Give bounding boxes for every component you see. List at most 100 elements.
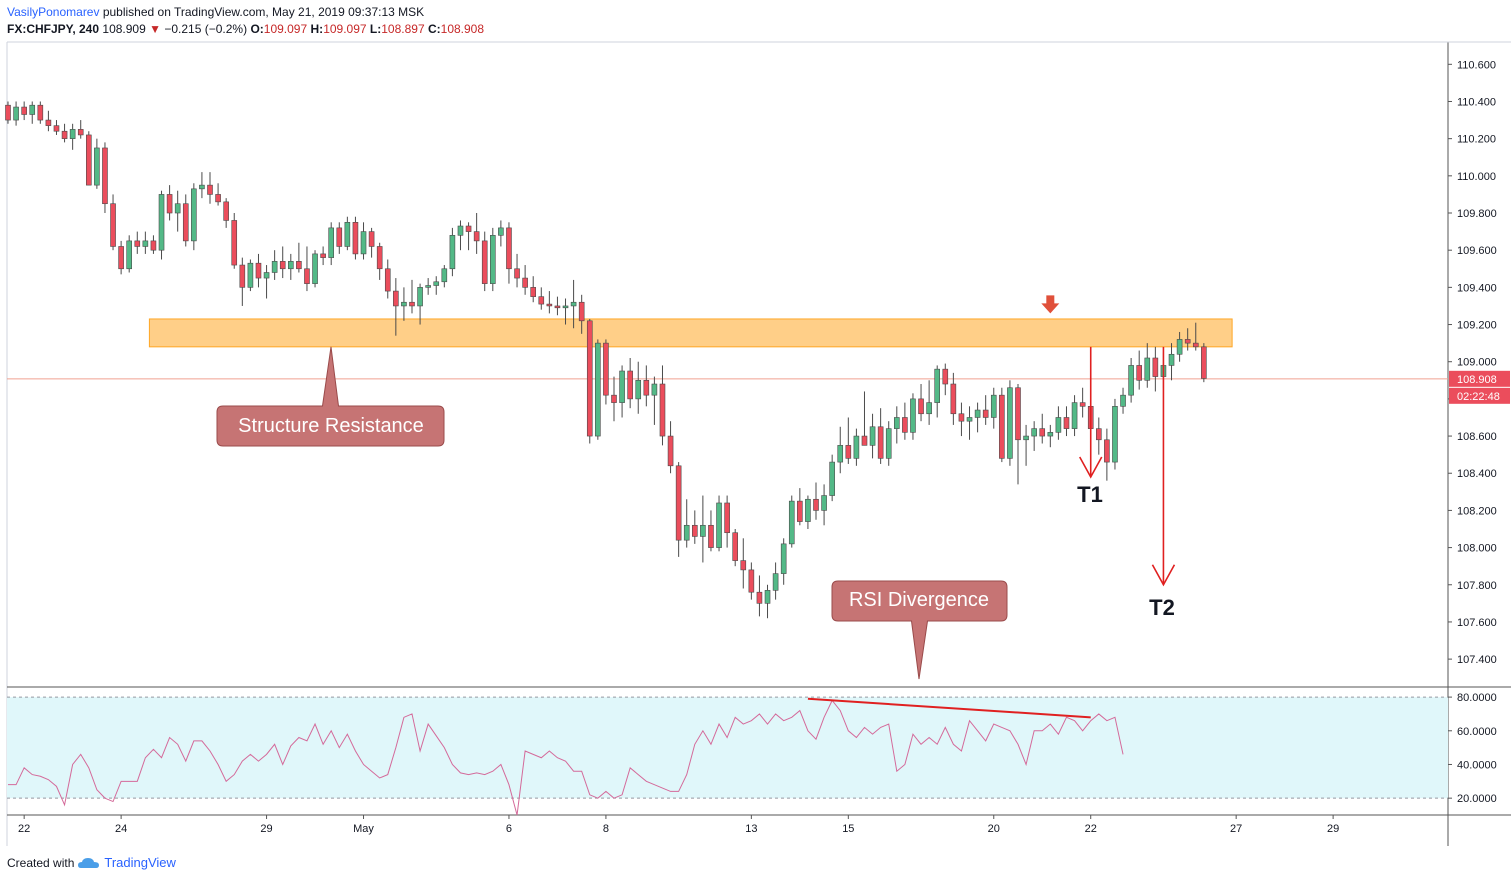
candle-body — [94, 147, 100, 186]
price-change: −0.215 (−0.2%) — [164, 22, 248, 36]
candle — [643, 365, 650, 407]
candle — [223, 198, 229, 228]
candle — [441, 265, 448, 288]
candle — [683, 499, 690, 548]
candle — [538, 287, 545, 310]
publish-info: VasilyPonomarev published on TradingView… — [7, 5, 424, 19]
candle-body — [417, 287, 423, 307]
candle — [13, 101, 19, 126]
rsi-axis[interactable]: 80.0000 60.0000 40.0000 20.0000 — [1448, 692, 1497, 805]
candle-body — [215, 194, 221, 203]
candle — [805, 495, 811, 530]
candle-body — [1096, 428, 1102, 441]
candle-body — [304, 268, 310, 284]
candle-body — [255, 262, 262, 279]
candle-body — [344, 222, 351, 247]
time-axis[interactable]: 22 24 29 May 6 8 13 15 20 22 27 29 — [18, 815, 1339, 835]
candle — [635, 361, 642, 414]
time-tick-label: May — [353, 823, 374, 835]
candle-body — [69, 129, 76, 139]
price-axis[interactable]: 110.600 110.400 110.200 110.000 109.800 109.6… — [1448, 59, 1497, 666]
author-link[interactable]: VasilyPonomarev — [7, 5, 100, 19]
candle — [675, 462, 682, 557]
candle — [1144, 343, 1151, 388]
candle-body — [489, 235, 496, 284]
candle-body — [1015, 387, 1021, 441]
price-tick-label: 107.600 — [1457, 617, 1497, 629]
candle-body — [748, 569, 755, 593]
candle-body — [950, 383, 957, 415]
candle — [1031, 421, 1037, 451]
candle — [578, 294, 585, 334]
candle — [910, 393, 916, 440]
candle — [287, 253, 294, 280]
symbol-label[interactable]: FX:CHFJPY, 240 — [7, 22, 100, 36]
close-value: 108.908 — [440, 22, 485, 36]
price-tick-label: 109.000 — [1457, 357, 1497, 369]
arrow-head — [1079, 456, 1103, 479]
candle — [1055, 406, 1062, 440]
candle-body — [772, 573, 779, 591]
candle — [829, 454, 835, 502]
candle-body — [77, 129, 84, 136]
candle — [732, 529, 739, 567]
candle — [498, 220, 504, 247]
time-tick-label: 6 — [506, 823, 512, 835]
resistance-zone[interactable] — [148, 318, 1233, 348]
candle — [861, 391, 868, 446]
candle-body — [1055, 417, 1062, 433]
candle — [77, 120, 84, 139]
rsi-divergence-callout[interactable]: RSI Divergence — [831, 580, 1008, 680]
structure-resistance-callout[interactable]: Structure Resistance — [216, 346, 445, 447]
candle-body — [764, 590, 771, 604]
candle-body — [595, 342, 601, 437]
candle — [1192, 322, 1199, 351]
candle — [893, 406, 900, 444]
created-with-text: Created with — [7, 855, 75, 870]
candle — [344, 216, 351, 251]
candle — [885, 421, 892, 466]
candle — [433, 276, 440, 295]
candle — [231, 213, 238, 269]
candle — [748, 562, 755, 600]
candle-body — [360, 231, 367, 255]
rsi-divergence-label: RSI Divergence — [849, 589, 989, 611]
tradingview-logo[interactable]: TradingView — [104, 855, 176, 870]
candle — [966, 406, 973, 440]
candle — [53, 120, 60, 135]
callout-shape — [831, 580, 1008, 680]
candle-body — [805, 498, 811, 522]
footer: Created with TradingView — [7, 855, 176, 870]
candle-body — [271, 261, 278, 273]
down-arrow-icon — [1041, 295, 1060, 314]
down-triangle-icon: ▼ — [149, 22, 162, 36]
candle — [489, 227, 496, 292]
candle-body — [651, 383, 658, 396]
time-tick-label: 22 — [1085, 823, 1097, 835]
candle — [764, 584, 771, 619]
candle-body — [845, 445, 852, 459]
rsi-divergence-line[interactable] — [807, 697, 1091, 719]
rsi-line — [8, 699, 1124, 816]
candle-body — [643, 379, 650, 396]
candle — [312, 250, 318, 288]
low-value: 108.897 — [381, 22, 425, 36]
candle-body — [1176, 339, 1183, 355]
candle — [853, 428, 860, 466]
candle — [926, 380, 932, 425]
candle-body — [667, 435, 674, 467]
candle — [619, 365, 625, 418]
target-t2-label: T2 — [1149, 595, 1175, 620]
candle — [142, 231, 149, 254]
candle-body — [1079, 402, 1086, 407]
candle-body — [603, 342, 609, 396]
candle-body — [659, 383, 666, 437]
last-price: 108.909 — [102, 22, 146, 36]
time-tick-label: 22 — [18, 823, 30, 835]
price-tick-label: 108.000 — [1457, 543, 1497, 555]
candle — [611, 376, 617, 422]
candle — [1104, 428, 1110, 481]
candle — [86, 131, 92, 186]
candle — [425, 278, 431, 295]
